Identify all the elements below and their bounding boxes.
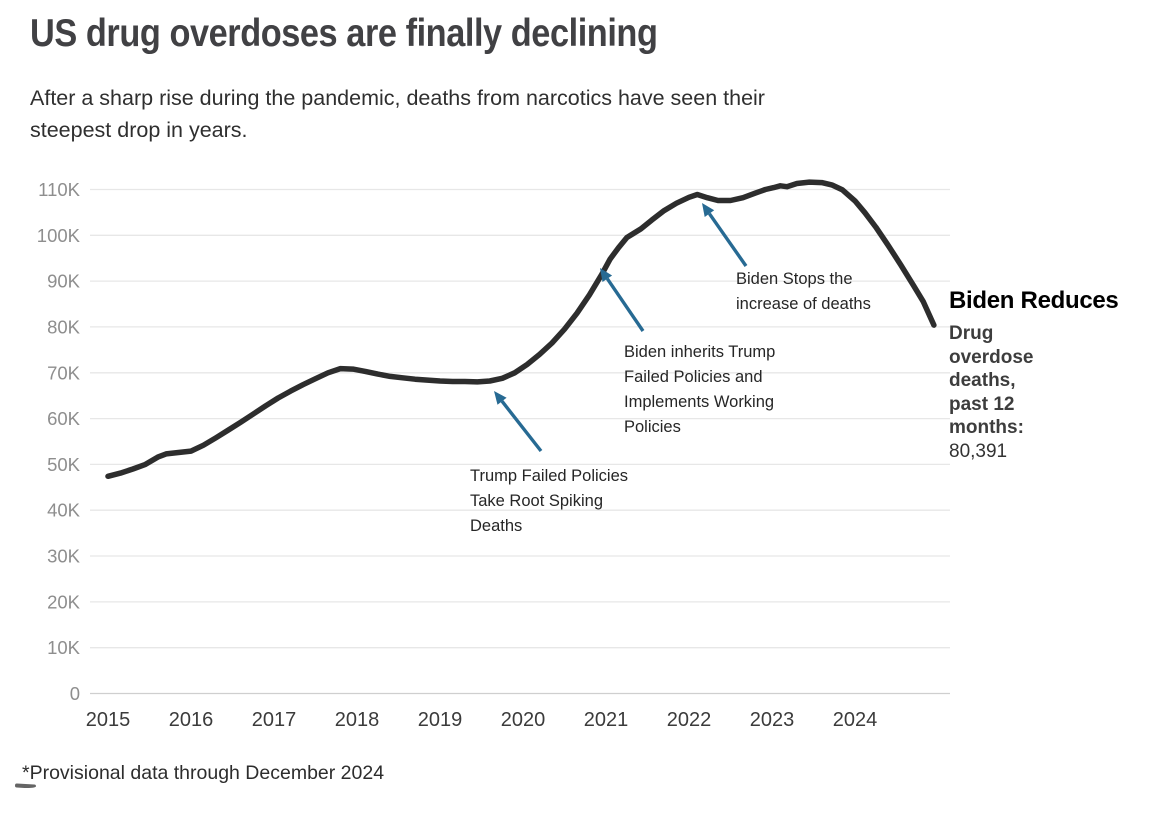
x-tick-label: 2020 (501, 709, 546, 731)
side-callout-heading: Biden Reduces (949, 287, 1119, 314)
side-callout: Biden Reduces Drug overdose deaths, past… (949, 287, 1154, 463)
annotation-arrow (708, 212, 748, 267)
annotation-arrowhead (494, 391, 507, 405)
y-tick-label: 30K (47, 546, 81, 567)
x-tick-label: 2023 (750, 709, 795, 731)
x-tick-label: 2015 (86, 709, 131, 731)
x-tick-label: 2018 (335, 709, 380, 731)
provisional-data-note: *Provisional data through December 2024 (22, 762, 385, 784)
y-tick-label: 0 (70, 683, 80, 704)
y-tick-label: 20K (47, 591, 81, 612)
x-tick-label: 2017 (252, 709, 297, 731)
page-title: US drug overdoses are finally declining (30, 12, 658, 55)
annotation-arrow (500, 400, 543, 453)
x-tick-label: 2022 (667, 709, 712, 731)
y-tick-label: 40K (47, 500, 81, 521)
y-tick-label: 80K (47, 316, 81, 337)
overdose-deaths-line (105, 179, 937, 480)
y-tick-label: 100K (37, 225, 81, 246)
annotation-arrowhead (600, 268, 613, 282)
y-tick-label: 50K (47, 454, 81, 475)
y-tick-label: 70K (47, 362, 81, 383)
x-tick-label: 2021 (584, 709, 629, 731)
y-tick-label: 60K (47, 408, 81, 429)
y-tick-label: 10K (47, 637, 81, 658)
y-tick-label: 110K (38, 179, 80, 200)
x-tick-label: 2019 (418, 709, 463, 731)
y-tick-label: 90K (47, 271, 81, 292)
side-callout-value: 80,391 (949, 440, 1008, 462)
annotation-biden-inherits: Biden inherits Trump Failed Policies and… (624, 343, 776, 436)
x-tick-label: 2024 (833, 709, 878, 731)
x-tick-label: 2016 (169, 709, 214, 731)
annotation-biden-stops: Biden Stops the increase of deaths (736, 270, 871, 313)
side-callout-body: Drug overdose deaths, past 12 months: (949, 323, 1034, 438)
annotation-arrow (605, 277, 645, 332)
annotation-arrowhead (702, 203, 715, 217)
annotation-trump-policies: Trump Failed Policies Take Root Spiking … (470, 467, 629, 535)
page-subtitle: After a sharp rise during the pandemic, … (30, 86, 765, 142)
